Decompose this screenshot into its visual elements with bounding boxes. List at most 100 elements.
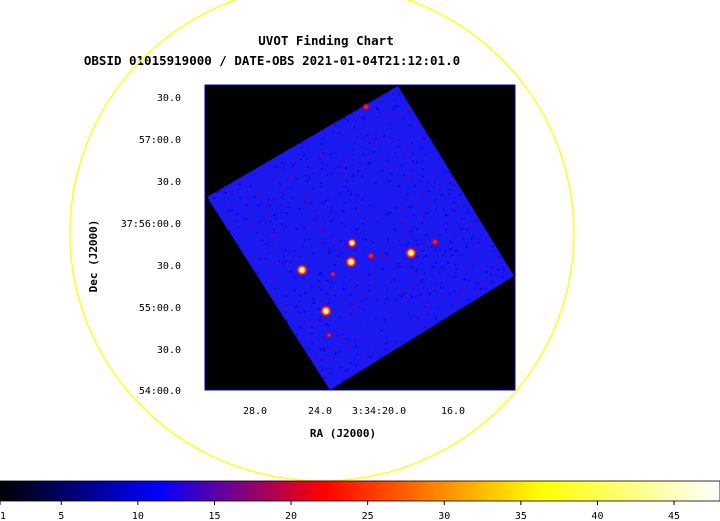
noise-pixel — [245, 221, 248, 224]
noise-pixel — [345, 245, 348, 248]
noise-pixel — [318, 308, 321, 311]
noise-pixel — [453, 181, 456, 184]
noise-pixel — [407, 312, 410, 315]
noise-pixel — [292, 193, 295, 196]
noise-pixel — [400, 164, 403, 167]
noise-pixel — [319, 286, 321, 289]
noise-pixel — [300, 146, 303, 149]
noise-pixel — [274, 218, 277, 220]
noise-pixel — [426, 182, 429, 185]
noise-pixel — [273, 232, 276, 235]
noise-pixel — [398, 262, 401, 265]
noise-pixel — [395, 298, 398, 301]
y-tick-label: 30.0 — [157, 93, 181, 104]
noise-pixel — [423, 137, 425, 140]
noise-pixel — [425, 299, 428, 302]
noise-pixel — [353, 126, 356, 129]
noise-pixel — [406, 193, 409, 196]
noise-pixel — [378, 101, 381, 104]
noise-pixel — [403, 147, 406, 150]
noise-pixel — [397, 90, 400, 93]
noise-pixel — [438, 182, 440, 185]
noise-pixel — [322, 137, 325, 140]
noise-pixel — [485, 270, 488, 273]
source-8 — [431, 238, 439, 246]
noise-pixel — [498, 255, 501, 258]
noise-pixel — [483, 264, 486, 267]
noise-pixel — [305, 225, 307, 228]
noise-pixel — [249, 217, 252, 220]
noise-pixel — [472, 213, 475, 216]
noise-pixel — [425, 241, 428, 244]
noise-pixel — [301, 201, 304, 204]
noise-pixel — [299, 294, 302, 297]
noise-pixel — [405, 234, 408, 237]
noise-pixel — [283, 303, 286, 306]
noise-pixel — [298, 207, 301, 210]
noise-pixel — [473, 291, 476, 294]
noise-pixel — [406, 268, 409, 271]
noise-pixel — [421, 137, 424, 140]
noise-pixel — [384, 285, 387, 288]
noise-pixel — [449, 181, 451, 184]
noise-pixel — [266, 214, 269, 217]
noise-pixel — [459, 254, 461, 256]
noise-pixel — [313, 133, 316, 136]
noise-pixel — [367, 290, 370, 293]
noise-pixel — [451, 244, 454, 247]
noise-pixel — [254, 172, 257, 175]
noise-pixel — [404, 217, 407, 220]
noise-pixel — [265, 247, 268, 250]
noise-pixel — [238, 197, 241, 200]
noise-pixel — [495, 248, 498, 251]
noise-pixel — [460, 221, 463, 224]
noise-pixel — [265, 166, 268, 169]
noise-pixel — [449, 240, 452, 243]
noise-pixel — [343, 275, 346, 278]
noise-pixel — [299, 158, 302, 161]
noise-pixel — [407, 205, 410, 208]
noise-pixel — [390, 173, 393, 176]
noise-pixel — [355, 228, 358, 231]
noise-pixel — [400, 199, 403, 202]
noise-pixel — [371, 271, 374, 274]
noise-pixel — [358, 162, 361, 165]
noise-pixel — [386, 288, 389, 291]
noise-pixel — [304, 193, 307, 196]
noise-pixel — [350, 289, 353, 292]
noise-pixel — [365, 336, 368, 339]
noise-pixel — [311, 301, 314, 304]
noise-pixel — [363, 322, 366, 325]
exposure-footprint — [207, 86, 514, 390]
noise-pixel — [371, 210, 374, 213]
noise-pixel — [328, 372, 331, 375]
noise-pixel — [297, 337, 300, 340]
noise-pixel — [362, 248, 365, 250]
colorbar-ticks: 1 5 10 15 20 25 30 35 40 45 — [0, 501, 680, 521]
noise-pixel — [352, 196, 355, 199]
noise-pixel — [419, 148, 422, 151]
noise-pixel — [407, 102, 410, 104]
noise-pixel — [261, 173, 264, 176]
noise-pixel — [367, 154, 370, 157]
noise-pixel — [384, 213, 387, 216]
noise-pixel — [280, 161, 283, 164]
noise-pixel — [311, 323, 314, 326]
noise-pixel — [424, 211, 427, 214]
noise-pixel — [418, 250, 421, 253]
noise-pixel — [318, 319, 321, 322]
noise-pixel — [342, 172, 345, 175]
noise-pixel — [422, 279, 425, 282]
noise-pixel — [425, 205, 428, 207]
noise-pixel — [493, 245, 495, 248]
noise-pixel — [450, 305, 453, 307]
noise-pixel — [358, 201, 361, 204]
noise-pixel — [416, 255, 419, 258]
noise-pixel — [414, 125, 417, 128]
noise-pixel — [380, 305, 383, 308]
noise-pixel — [383, 301, 386, 304]
noise-pixel — [368, 290, 371, 292]
noise-pixel — [391, 262, 394, 265]
noise-pixel — [414, 295, 417, 298]
noise-pixel — [373, 134, 376, 137]
